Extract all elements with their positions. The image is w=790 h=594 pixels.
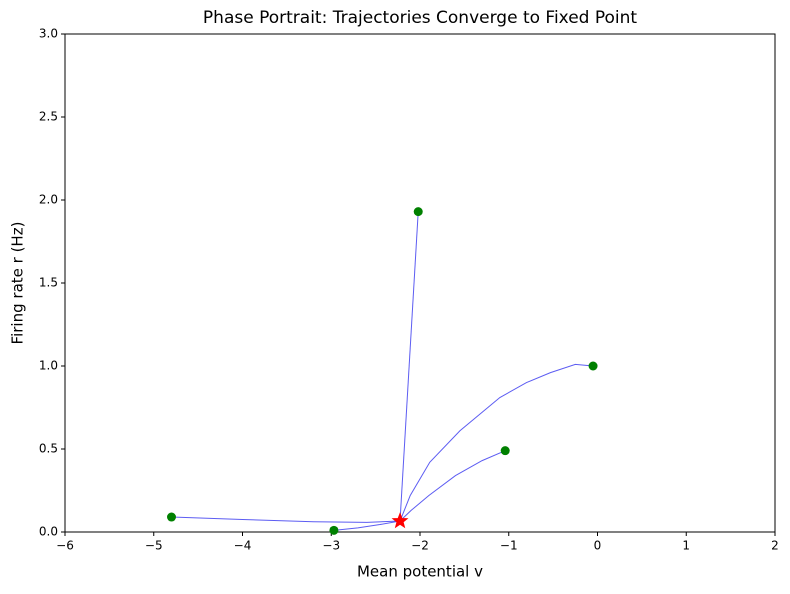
trajectory bbox=[399, 450, 506, 522]
y-tick-label: 2.5 bbox=[39, 110, 58, 124]
x-tick-label: −1 bbox=[500, 539, 518, 553]
y-tick-label: 0.0 bbox=[39, 525, 58, 539]
y-tick-label: 2.0 bbox=[39, 193, 58, 207]
x-tick-label: 0 bbox=[594, 539, 602, 553]
start-point bbox=[500, 446, 510, 456]
start-point bbox=[413, 207, 423, 217]
trajectory bbox=[399, 363, 594, 522]
fixed-point bbox=[391, 512, 409, 529]
chart-title: Phase Portrait: Trajectories Converge to… bbox=[203, 8, 637, 28]
y-axis-label: Firing rate r (Hz) bbox=[9, 222, 27, 345]
y-tick-label: 0.5 bbox=[39, 442, 58, 456]
x-tick-label: −3 bbox=[322, 539, 340, 553]
x-tick-label: −6 bbox=[56, 539, 74, 553]
trajectory bbox=[399, 211, 419, 522]
y-tick-label: 1.5 bbox=[39, 276, 58, 290]
x-tick-label: −5 bbox=[145, 539, 163, 553]
y-tick-label: 3.0 bbox=[39, 27, 58, 41]
trajectory bbox=[171, 516, 401, 523]
trajectory bbox=[333, 520, 401, 531]
start-point bbox=[329, 525, 339, 535]
x-tick-label: −2 bbox=[411, 539, 429, 553]
x-axis-label: Mean potential v bbox=[357, 563, 483, 581]
x-tick-label: −4 bbox=[234, 539, 252, 553]
start-point bbox=[588, 361, 598, 371]
y-tick-label: 1.0 bbox=[39, 359, 58, 373]
start-point bbox=[167, 512, 176, 522]
x-tick-label: 2 bbox=[771, 539, 779, 553]
plot-frame bbox=[64, 33, 776, 533]
x-tick-label: 1 bbox=[682, 539, 690, 553]
